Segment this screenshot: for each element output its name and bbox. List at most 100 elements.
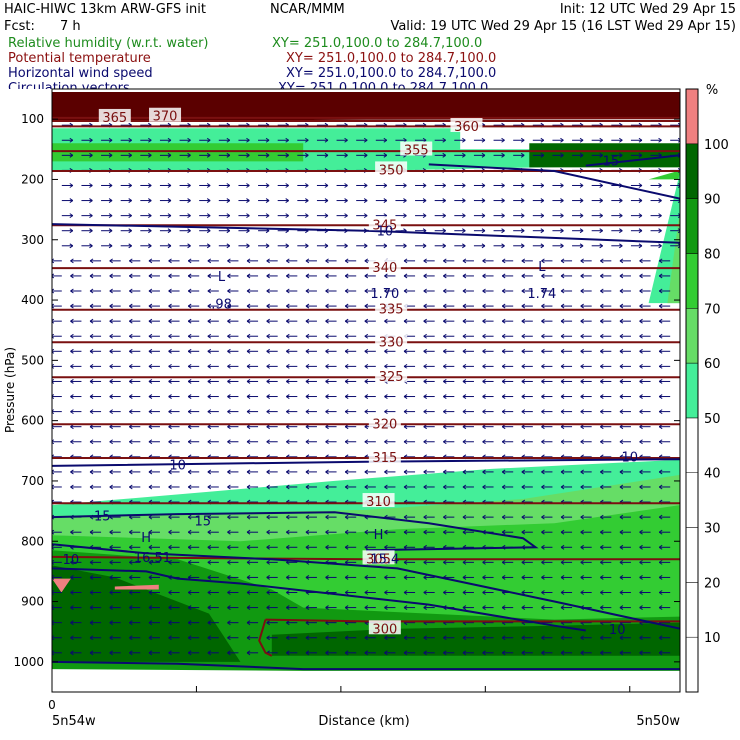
wind-vector-head (403, 273, 408, 279)
wind-vector-head (168, 590, 172, 595)
wind-vector-head (266, 258, 270, 264)
x-left-location: 5n54w (52, 714, 96, 729)
wind-vector-head (501, 152, 505, 158)
wind-vector-head (364, 544, 369, 550)
wind-vector-head (462, 559, 467, 565)
wind-vector-head (364, 590, 369, 595)
wind-vector-head (520, 198, 525, 203)
wind-vector-head (658, 213, 662, 219)
wind-vector-head (619, 363, 624, 369)
wind-vector-head (148, 333, 153, 339)
wind-vector-head (520, 183, 525, 188)
wind-vector-head (462, 318, 467, 324)
wind-vector-head (599, 228, 603, 234)
wind-vector-head (285, 183, 289, 188)
wind-vector-head (482, 288, 486, 294)
wind-vector-head (658, 379, 663, 384)
wind-vector-head (227, 409, 231, 415)
wind-vector-head (344, 469, 349, 475)
wind-vector-head (482, 333, 486, 339)
wind-vector-head (541, 484, 545, 490)
wind-vector-head (619, 575, 624, 580)
wind-vector-head (600, 333, 604, 339)
wind-vector-head (325, 409, 329, 415)
wind-vector-head (521, 484, 526, 490)
wind-vector-head (207, 544, 212, 550)
wind-vector-head (246, 529, 251, 535)
wind-vector-head (187, 559, 192, 565)
wind-vector-head (541, 575, 545, 580)
wind-vector-head (541, 650, 545, 656)
wind-vector-head (560, 575, 565, 580)
wind-vector-head (521, 439, 526, 445)
wind-vector-head (168, 635, 172, 641)
wind-vector-head (129, 394, 133, 399)
theta-label: 360 (454, 120, 479, 135)
wind-vector-head (619, 469, 624, 475)
wind-vector-head (266, 379, 270, 384)
wind-vector-head (325, 650, 329, 656)
wind-vector-head (580, 333, 584, 339)
wind-vector-head (364, 333, 369, 339)
wind-vector-head (325, 529, 329, 535)
colorbar-swatch (685, 253, 699, 309)
wind-vector-head (246, 363, 251, 369)
wind-vector-head (599, 152, 603, 158)
wind-label: 15 (194, 514, 211, 529)
y-tick-label: 200 (21, 172, 44, 186)
wind-vector-head (619, 273, 624, 279)
wind-vector-head (364, 409, 369, 415)
wind-vector-head (423, 529, 427, 535)
wind-vector-head (423, 635, 427, 641)
wind-vector-head (384, 650, 388, 656)
wind-vector-head (344, 318, 349, 324)
wind-vector-head (167, 183, 172, 188)
theta-label-bg (375, 300, 408, 315)
wind-vector-head (403, 213, 407, 219)
theta-label: 320 (372, 417, 397, 432)
wind-vector-head (227, 484, 231, 490)
wind-vector-head (639, 379, 643, 384)
wind-vector-head (520, 152, 525, 158)
wind-vector-head (285, 152, 289, 158)
wind-vector-head (423, 575, 427, 580)
wind-vector-head (207, 348, 212, 354)
wind-vector-head (108, 198, 113, 203)
wind-vector-head (89, 605, 94, 610)
wind-vector-head (443, 439, 447, 445)
wind-vector-head (305, 348, 310, 354)
wind-vector-head (70, 318, 74, 324)
wind-vector-head (580, 590, 584, 595)
wind-vector-head (658, 409, 663, 415)
theta-label: 355 (404, 144, 429, 159)
wind-vector-head (403, 575, 408, 580)
wind-vector-head (384, 363, 388, 369)
wind-vector-head (266, 559, 270, 565)
wind-vector-head (560, 439, 565, 445)
wind-vector-head (521, 273, 526, 279)
wind-vector-head (619, 484, 624, 490)
wind-vector-head (108, 243, 113, 249)
wind-vector-head (207, 318, 212, 324)
wind-vector-head (207, 258, 212, 264)
wind-vector-head (462, 590, 467, 595)
wind-vector-head (69, 198, 74, 203)
wind-vector-head (658, 650, 663, 656)
field-theta-label: Potential temperature (8, 51, 151, 66)
wind-vector-head (187, 183, 191, 188)
wind-vector-head (482, 348, 486, 354)
theta-label: 315 (372, 451, 397, 466)
wind-vector-head (541, 529, 545, 535)
wind-vector-head (129, 363, 133, 369)
y-tick-label: 1000 (13, 655, 44, 669)
wind-vector-head (619, 228, 623, 234)
wind-vector-head (109, 303, 113, 309)
wind-vector-head (462, 198, 466, 203)
wind-vector-head (70, 439, 74, 445)
wind-vector-head (462, 514, 467, 520)
wind-vector-head (364, 635, 369, 641)
wind-vector-head (384, 529, 388, 535)
wind-vector-head (207, 409, 212, 415)
wind-vector-head (501, 183, 505, 188)
wind-vector-head (148, 152, 152, 158)
